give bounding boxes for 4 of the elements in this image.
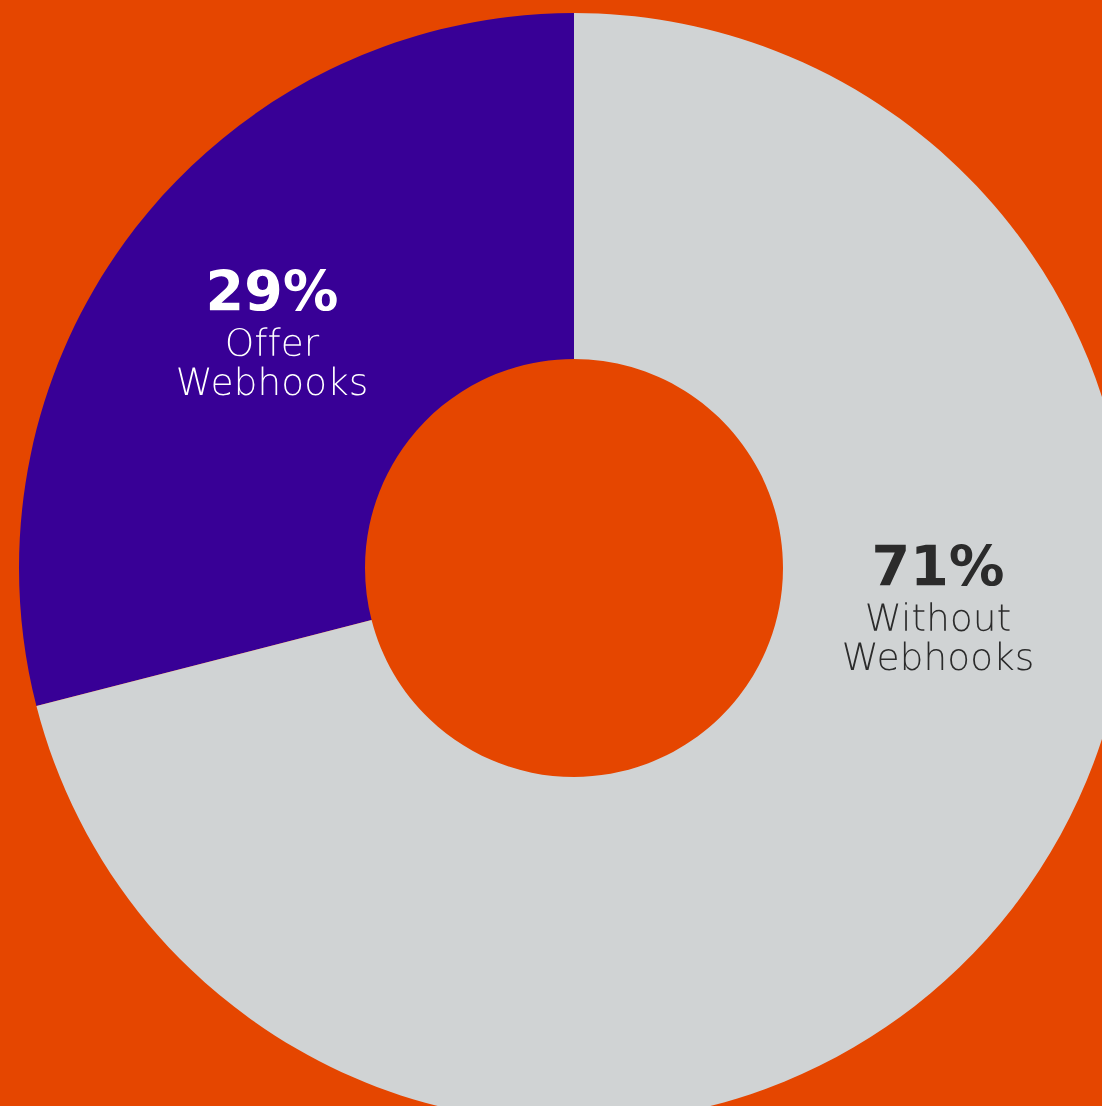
data-label: 29% [209, 269, 337, 312]
slice-label: Without Webhooks [844, 602, 1032, 671]
slice-label: Offer Webhooks [178, 327, 366, 396]
data-label: 71% [875, 544, 1003, 587]
